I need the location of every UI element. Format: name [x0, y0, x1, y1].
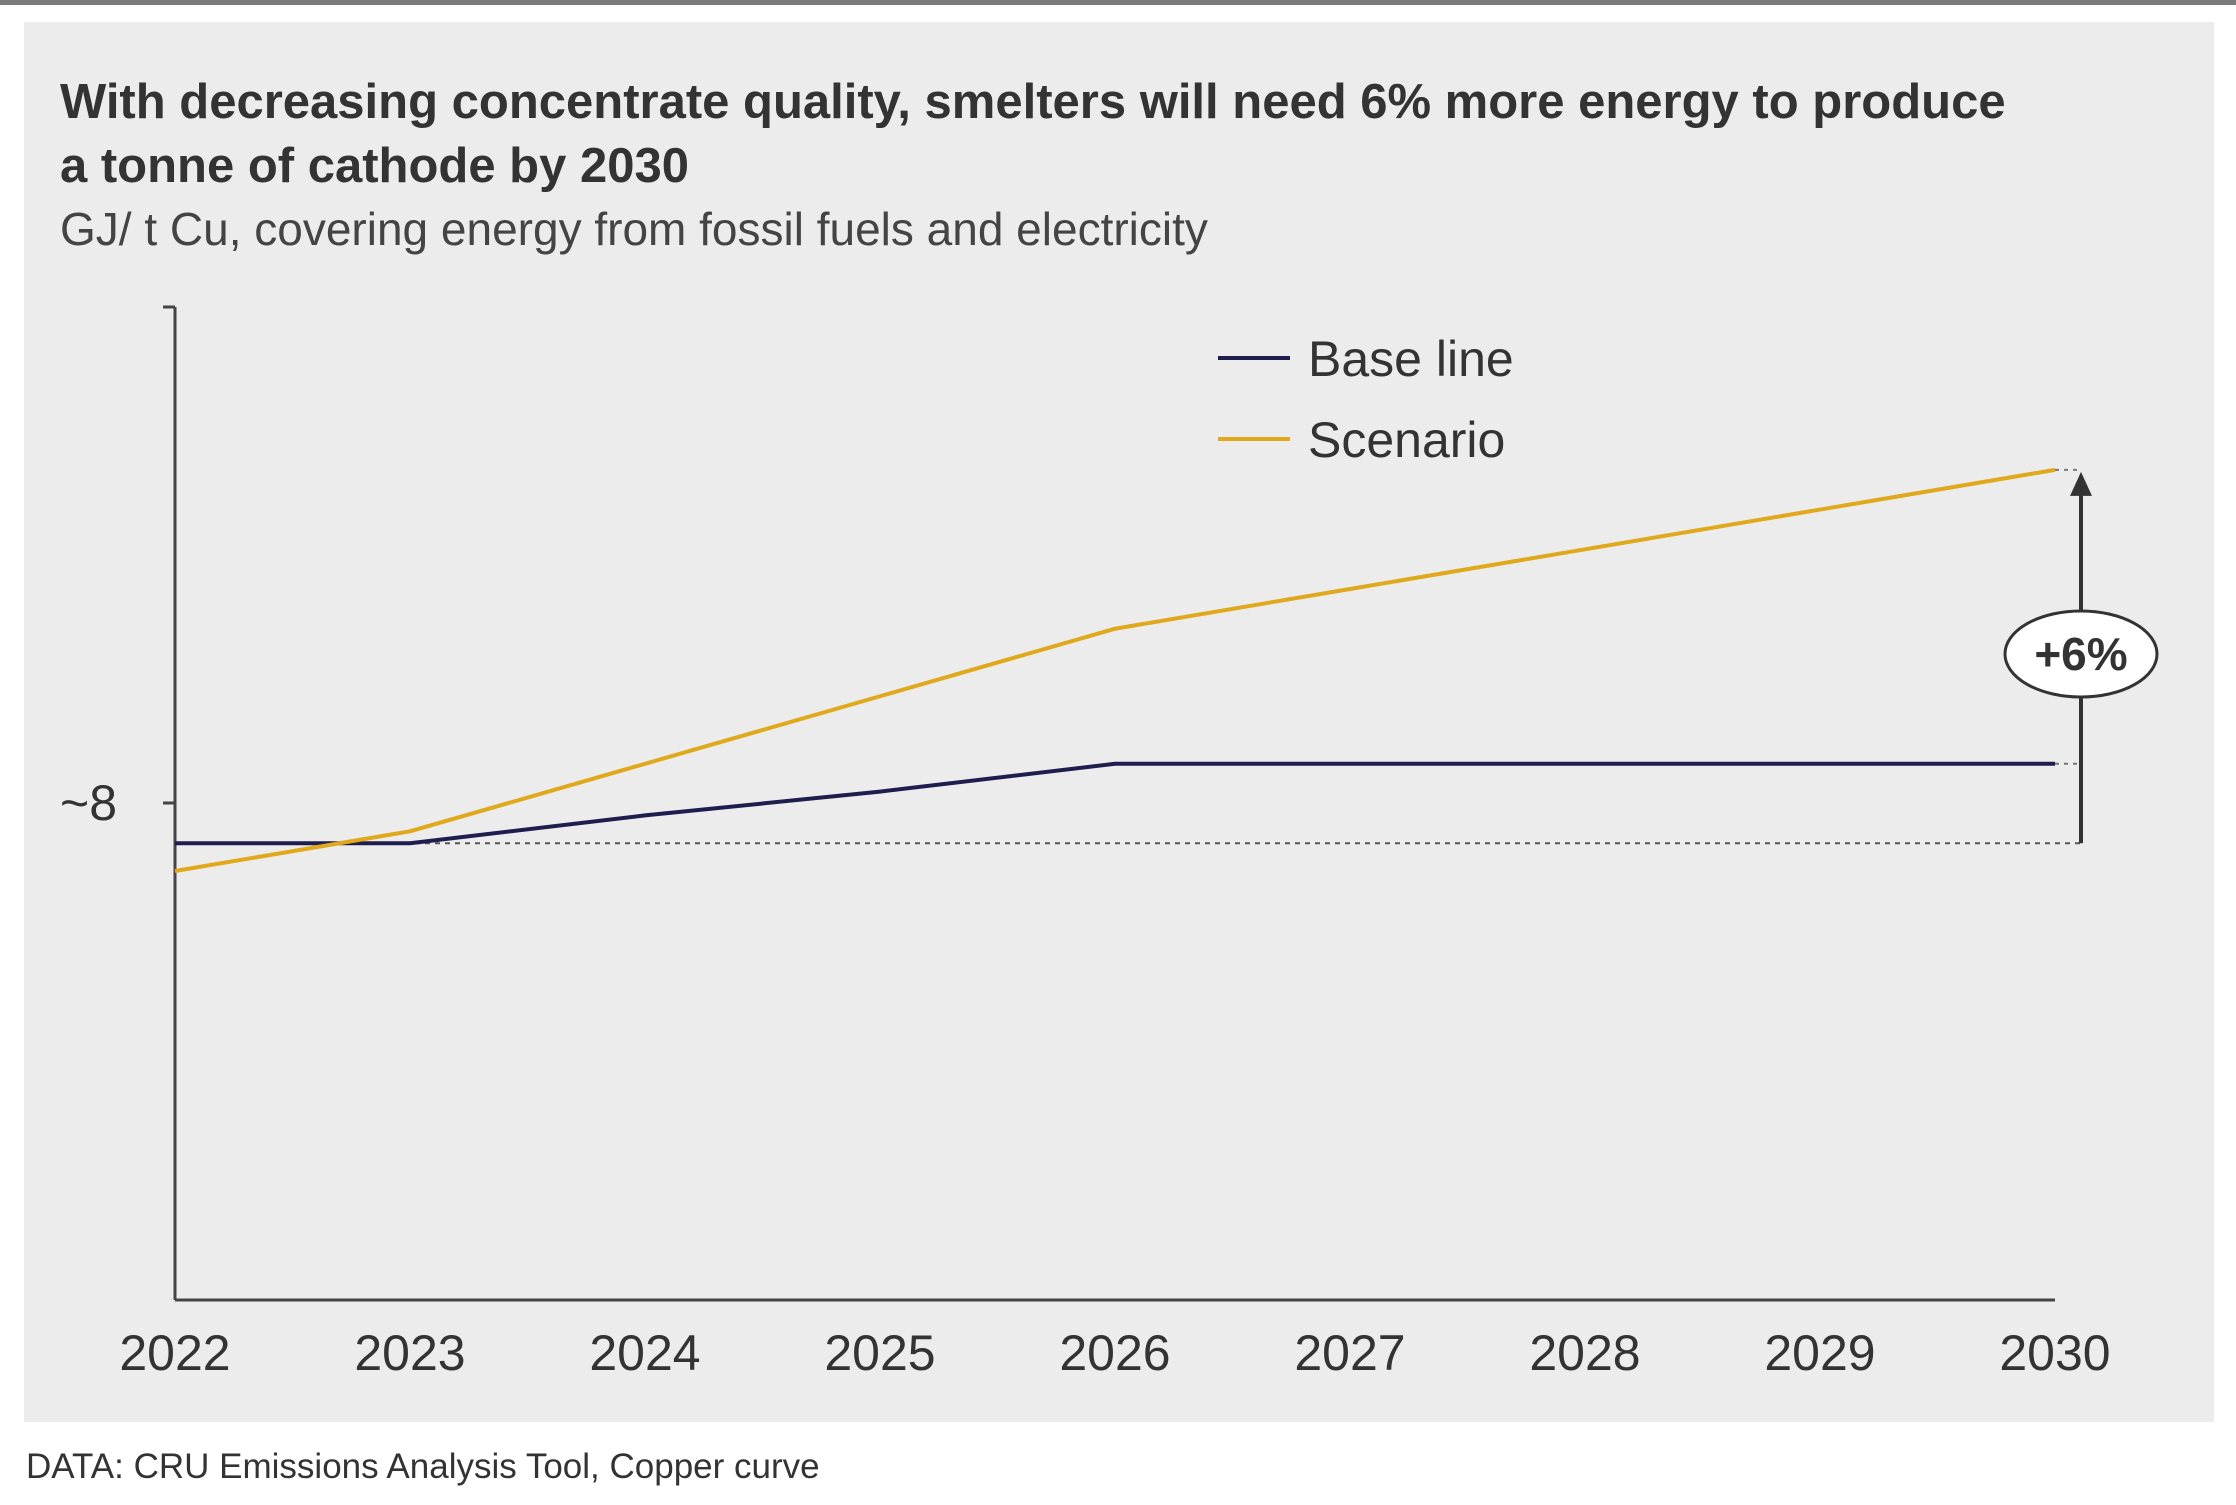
source-note: DATA: CRU Emissions Analysis Tool, Coppe… [26, 1447, 820, 1486]
x-tick-label-2026: 2026 [1059, 1325, 1170, 1381]
chart-subtitle: GJ/ t Cu, covering energy from fossil fu… [60, 203, 1208, 255]
annotation-bubble [2003, 609, 2159, 699]
x-tick-labels: 2022 2023 2024 2025 2026 2027 2028 2029 2030 [119, 1325, 2110, 1381]
legend-label-base-line: Base line [1308, 331, 1514, 387]
x-tick-label-2027: 2027 [1294, 1325, 1405, 1381]
x-tick-label-2022: 2022 [119, 1325, 230, 1381]
x-tick-label-2024: 2024 [589, 1325, 700, 1381]
x-tick-label-2030: 2030 [1999, 1325, 2110, 1381]
chart-title-line1: With decreasing concentrate quality, sme… [60, 75, 2006, 129]
legend-label-scenario: Scenario [1308, 412, 1505, 468]
data-points [174, 469, 2056, 872]
x-tick-label-2023: 2023 [354, 1325, 465, 1381]
annotation-label: +6% [2034, 628, 2127, 680]
y-tick-label: ~8 [60, 775, 117, 831]
chart-title-line2: a tonne of cathode by 2030 [60, 139, 689, 193]
chart-panel [24, 22, 2214, 1422]
x-tick-label-2028: 2028 [1529, 1325, 1640, 1381]
x-tick-label-2029: 2029 [1764, 1325, 1875, 1381]
increase-arrow-head [2070, 471, 2092, 496]
top-rule [0, 0, 2236, 5]
x-tick-label-2025: 2025 [824, 1325, 935, 1381]
